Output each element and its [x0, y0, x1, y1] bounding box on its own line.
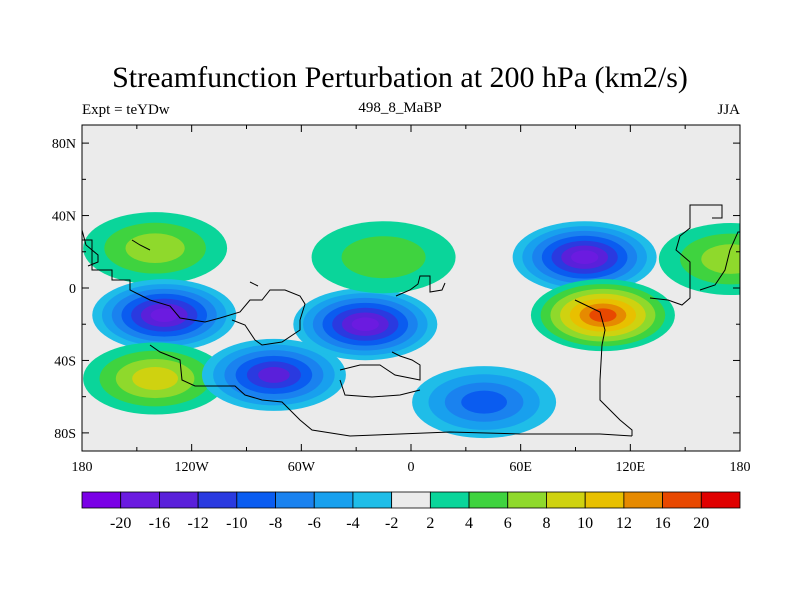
feature-asian-low	[512, 221, 657, 294]
colorbar-swatch	[313, 491, 354, 509]
feature-north-pacific-high	[83, 212, 228, 285]
y-tick-label: 80S	[54, 427, 76, 442]
y-tick-label: 40N	[52, 210, 76, 225]
colorbar-label: -4	[346, 515, 359, 532]
colorbar-label: 10	[577, 515, 593, 532]
colorbar-swatch	[352, 491, 393, 509]
colorbar-swatch	[236, 491, 276, 509]
colorbar-label: -16	[149, 515, 170, 532]
feature-indian-ocean-high	[530, 279, 675, 352]
experiment-label: Expt = teYDw	[82, 102, 170, 118]
contour-band	[351, 317, 379, 332]
contour-band	[150, 308, 178, 322]
feature-southern-indian-low	[412, 366, 557, 439]
plot-area	[82, 125, 740, 451]
x-tick-label: 60W	[288, 460, 316, 475]
coastlines	[82, 204, 740, 437]
feature-west-pacific-high	[658, 223, 740, 296]
contour-band	[125, 233, 185, 263]
feature-tropical-atlantic-low	[293, 288, 438, 361]
colorbar-label: -6	[308, 515, 321, 532]
colorbar-swatch	[159, 491, 199, 509]
y-tick-label: 0	[69, 282, 76, 297]
feature-north-atlantic-high	[311, 221, 456, 294]
colorbar-swatch	[275, 491, 315, 509]
feature-tropical-pacific-low	[92, 279, 237, 352]
colorbar-swatch	[584, 491, 625, 509]
feature-south-america-low	[201, 338, 346, 411]
colorbar-label: -12	[187, 515, 208, 532]
colorbar-swatch	[197, 491, 238, 509]
colorbar-swatch	[120, 491, 160, 509]
season-label: JJA	[717, 102, 740, 118]
colorbar-label: 4	[465, 515, 473, 532]
axes: 180 120W 60W 0 60E 120E 180 80N 40N 0 40S 80S	[52, 125, 751, 475]
chart-title: Streamfunction Perturbation at 200 hPa (…	[112, 61, 688, 94]
x-tick-label: 60E	[509, 460, 532, 475]
colorbar-swatch	[81, 491, 122, 509]
contour-band	[258, 367, 290, 383]
y-tick-label: 40S	[54, 354, 76, 369]
x-tick-label: 120W	[175, 460, 210, 475]
x-tick-label: 0	[408, 460, 415, 475]
colorbar-label: 16	[655, 515, 671, 532]
colorbar-swatch	[391, 491, 431, 509]
colorbar-swatch	[700, 491, 741, 509]
contour-band	[132, 367, 179, 391]
contour-band	[571, 250, 599, 265]
colorbar-label: 8	[542, 515, 550, 532]
colorbar-swatch	[468, 491, 509, 509]
contour-band	[701, 244, 740, 274]
colorbar-label: -20	[110, 515, 131, 532]
contour-band	[461, 390, 508, 414]
colorbar-label: 2	[426, 515, 434, 532]
feature-south-pacific-high	[83, 342, 228, 415]
colorbar-label: 12	[616, 515, 632, 532]
x-tick-label: 120E	[616, 460, 646, 475]
colorbar-swatch	[623, 491, 663, 509]
colorbar-label: 6	[504, 515, 512, 532]
colorbar-swatch	[546, 491, 586, 509]
x-tick-label: 180	[730, 460, 751, 475]
colorbar-label: -8	[269, 515, 282, 532]
y-tick-label: 80N	[52, 137, 76, 152]
colorbar-label: -10	[226, 515, 247, 532]
x-tick-label: 180	[72, 460, 93, 475]
colorbar-label: -2	[385, 515, 398, 532]
colorbar-label: 20	[693, 515, 709, 532]
colorbar-swatch	[429, 491, 470, 509]
colorbar-swatch	[507, 491, 547, 509]
contour-band	[589, 308, 617, 322]
colorbar-swatch	[662, 491, 702, 509]
colorbar: -20 -16 -12 -10 -8 -6 -4 -2 2 4 6 8 10 12 16 20	[81, 491, 741, 532]
run-id-label: 498_8_MaBP	[358, 100, 442, 116]
contour-band	[341, 236, 426, 279]
